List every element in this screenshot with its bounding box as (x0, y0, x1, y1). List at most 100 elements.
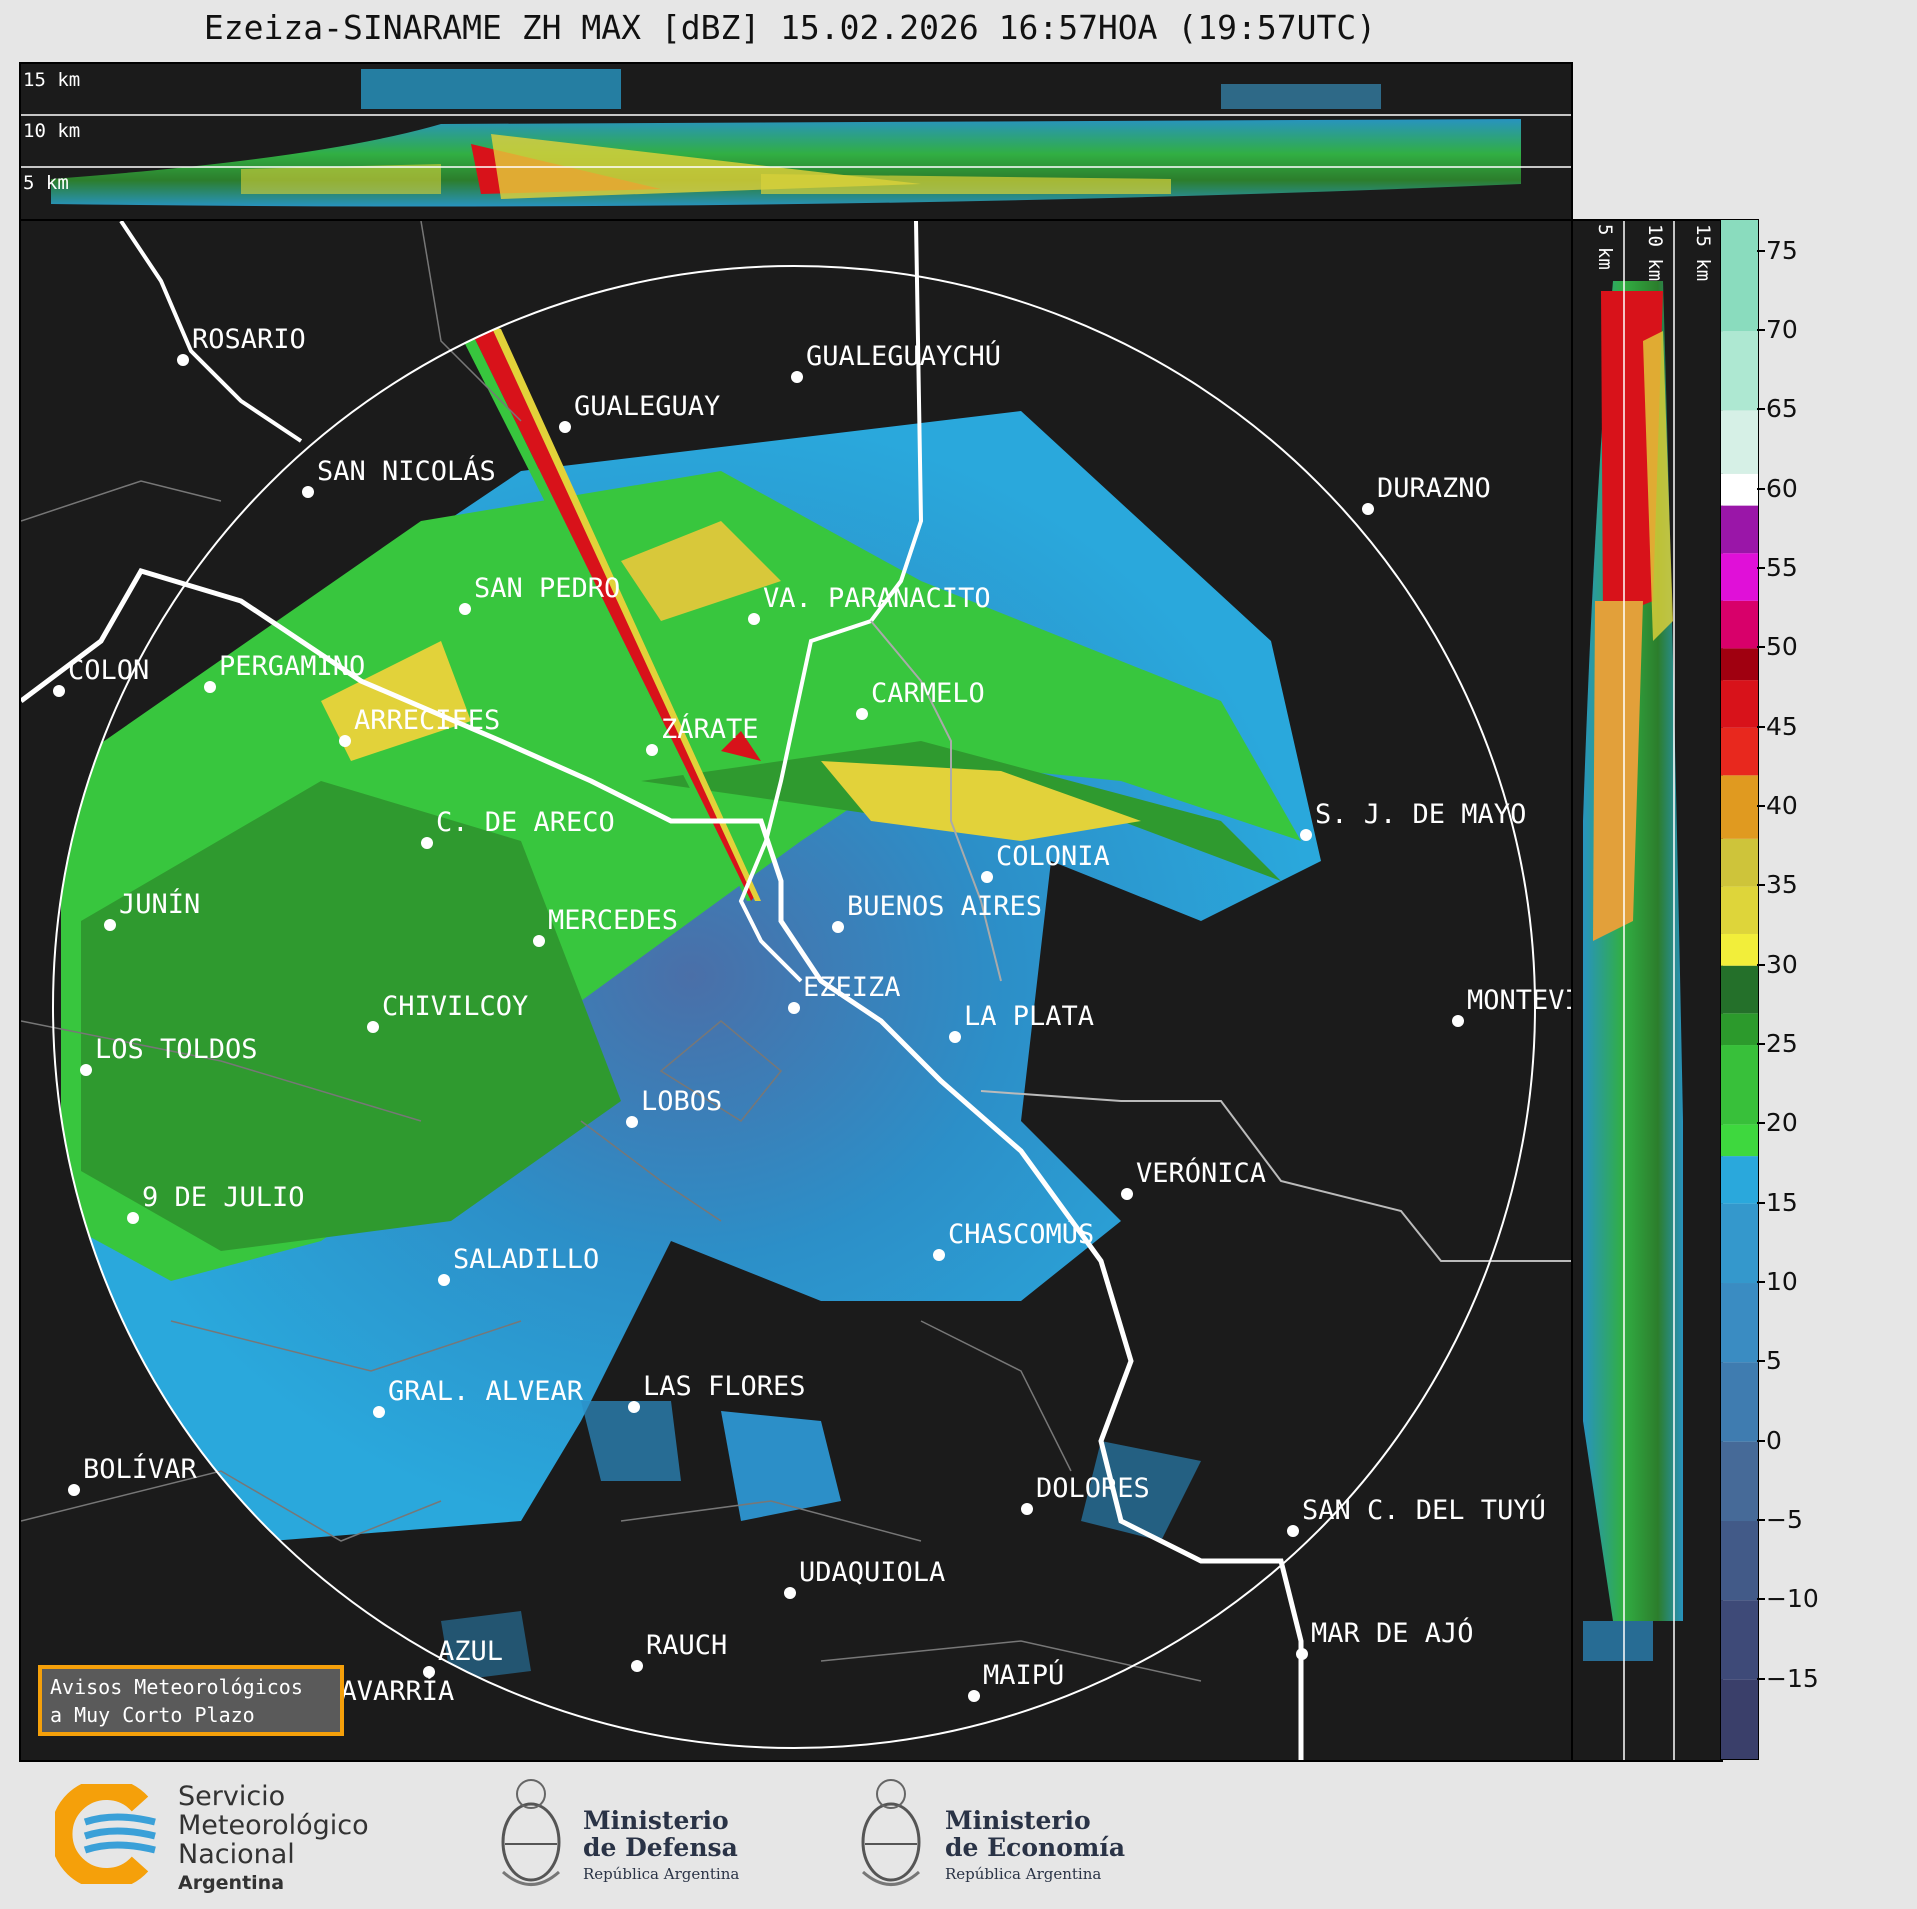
colorbar-swatch (1721, 553, 1758, 601)
colorbar-tick-label: 35 (1766, 870, 1798, 900)
colorbar-tick-label: 75 (1766, 235, 1798, 265)
colorbar-tick-mark (1757, 646, 1765, 649)
colorbar-swatch (1721, 775, 1758, 839)
colorbar-swatch (1721, 1679, 1758, 1759)
radar-map[interactable]: ROSARIO GUALEGUAYCHÚ GUALEGUAY SAN NICOLÁS D… (19, 219, 1630, 1760)
colorbar-tick-label: 20 (1766, 1108, 1798, 1138)
radar-range-ring (52, 265, 1536, 1749)
smn-line1: Servicio (178, 1781, 286, 1812)
city-label: PERGAMINO (219, 651, 365, 682)
colorbar-swatch (1721, 1362, 1758, 1442)
city-label: SALADILLO (453, 1244, 599, 1275)
side-height-label-15km: 15 km (1692, 224, 1714, 281)
city-label: MAIPÚ (983, 1659, 1064, 1691)
colorbar-tick-mark (1757, 329, 1765, 332)
colorbar-tick-mark (1757, 1598, 1765, 1601)
city-label: JUNÍN (119, 888, 200, 920)
city-label: MAR DE AJÓ (1311, 1617, 1474, 1649)
colorbar-swatch (1721, 965, 1758, 1014)
colorbar-tick-label: 70 (1766, 315, 1798, 345)
city-dot (339, 735, 351, 747)
city-dot (933, 1249, 945, 1261)
city-label: C. DE ARECO (436, 807, 615, 838)
colorbar-tick-mark (1757, 567, 1765, 570)
city-label: ROSARIO (192, 324, 306, 355)
colorbar-tick-mark (1757, 1360, 1765, 1363)
city-label: CHIVILCOY (382, 991, 528, 1022)
city-dot (748, 613, 760, 625)
colorbar-tick-mark (1757, 487, 1765, 490)
city-dot (533, 935, 545, 947)
city-label: GUALEGUAY (574, 391, 720, 422)
smn-line3: Nacional (178, 1839, 295, 1870)
colorbar-tick-label: 45 (1766, 711, 1798, 741)
city-dot (1121, 1188, 1133, 1200)
city-dot (438, 1274, 450, 1286)
city-dot (784, 1587, 796, 1599)
colorbar-tick-mark (1757, 1201, 1765, 1204)
city-label: LA PLATA (964, 1001, 1094, 1032)
city-dot (1287, 1525, 1299, 1537)
city-dot (204, 681, 216, 693)
defensa-text: Ministerio de Defensa República Argentin… (583, 1807, 739, 1888)
side-echo-profile: 5 km 10 km 15 km (1583, 221, 1714, 1760)
escudo-defensa-icon (501, 1779, 561, 1886)
smn-line2: Meteorológico (178, 1810, 369, 1841)
colorbar-swatches (1721, 220, 1758, 1759)
colorbar-swatch (1721, 600, 1758, 649)
city-label: GUALEGUAYCHÚ (806, 340, 1001, 372)
city-label: VA. PARANACITO (763, 583, 991, 614)
colorbar-swatch (1721, 410, 1758, 474)
colorbar-swatch (1721, 1156, 1758, 1204)
top-height-label-15km: 15 km (23, 69, 80, 91)
city-label: ARRECIFES (354, 705, 500, 736)
colorbar-swatch (1721, 838, 1758, 887)
colorbar-tick-label: −5 (1766, 1505, 1803, 1534)
city-dot (559, 421, 571, 433)
city-dot (791, 371, 803, 383)
city-dot (949, 1031, 961, 1043)
city-label: DURAZNO (1377, 473, 1491, 504)
side-height-label-10km: 10 km (1644, 224, 1666, 281)
radar-map-panel[interactable]: ROSARIO GUALEGUAYCHÚ GUALEGUAY SAN NICOLÁS D… (19, 219, 1630, 1762)
city-label: LAS FLORES (643, 1371, 806, 1402)
city-label: DOLORES (1036, 1473, 1150, 1504)
colorbar-tick-label: 5 (1766, 1346, 1782, 1376)
colorbar-tick-mark (1757, 1281, 1765, 1284)
city-dot (53, 685, 65, 697)
colorbar-tick-label: −15 (1766, 1663, 1819, 1693)
colorbar-swatch (1721, 331, 1758, 411)
defensa-line3: República Argentina (583, 1865, 740, 1883)
economia-line2: de Economía (945, 1833, 1126, 1862)
city-label: MONTEVIDEO (1467, 985, 1571, 1016)
colorbar-swatch (1721, 1013, 1758, 1046)
colorbar-tick-mark (1757, 1439, 1765, 1442)
city-label: SAN NICOLÁS (317, 455, 496, 487)
city-dot (1296, 1648, 1308, 1660)
city-dot (626, 1116, 638, 1128)
colorbar-swatch (1721, 505, 1758, 554)
admin-boundaries (20, 220, 1202, 1682)
colorbar-tick-mark (1757, 1677, 1765, 1680)
city-dot (177, 354, 189, 366)
top-height-label-10km: 10 km (23, 120, 80, 142)
colorbar-tick-label: 0 (1766, 1425, 1782, 1455)
colorbar-tick-label: 60 (1766, 473, 1798, 503)
colorbar-tick-label: 40 (1766, 791, 1798, 821)
page-title: Ezeiza-SINARAME ZH MAX [dBZ] 15.02.2026 … (203, 8, 1377, 47)
defensa-line2: de Defensa (583, 1833, 738, 1862)
city-dot (628, 1401, 640, 1413)
city-dot (856, 708, 868, 720)
colorbar-tick-label: 65 (1766, 394, 1798, 424)
colorbar-swatch (1721, 473, 1758, 506)
city-label: BOLÍVAR (83, 1453, 198, 1485)
aviso-box[interactable]: Avisos Meteorológicos a Muy Corto Plazo (38, 1665, 344, 1736)
colorbar-swatch (1721, 933, 1758, 966)
aviso-line1: Avisos Meteorológicos (50, 1675, 303, 1699)
city-dot (127, 1212, 139, 1224)
colorbar-tick-label: 25 (1766, 1029, 1798, 1059)
city-dot (459, 603, 471, 615)
city-label: AZUL (438, 1636, 503, 1667)
economia-text: Ministerio de Economía República Argenti… (945, 1807, 1125, 1888)
city-label: EZEIZA (803, 972, 901, 1003)
